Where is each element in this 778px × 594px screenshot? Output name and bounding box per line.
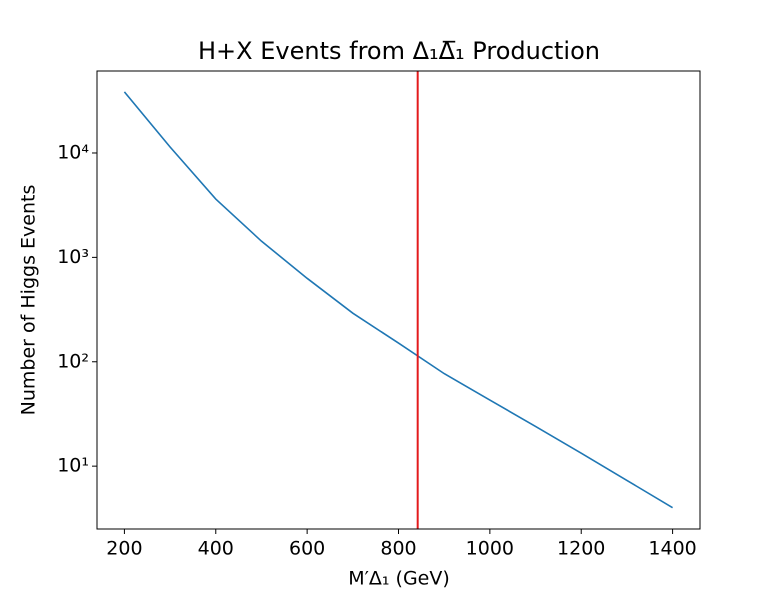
x-tick-label: 200: [106, 538, 142, 560]
data-line: [123, 91, 674, 509]
y-tick-label: 10²: [57, 350, 89, 372]
y-tick-label: 10¹: [57, 455, 89, 477]
y-tick-label: 10³: [57, 246, 89, 268]
chart-title: H+X Events from Δ₁Δ̅₁ Production: [198, 37, 600, 65]
x-tick-label: 1200: [557, 538, 605, 560]
x-axis-label: M′Δ₁ (GeV): [348, 568, 450, 590]
x-tick-label: 400: [198, 538, 234, 560]
y-tick-label: 10⁴: [57, 141, 89, 163]
x-tick-label: 800: [380, 538, 416, 560]
x-tick-label: 1400: [648, 538, 696, 560]
x-tick-label: 1000: [466, 538, 514, 560]
y-axis-label: Number of Higgs Events: [18, 185, 40, 416]
plot-frame: [96, 70, 701, 530]
x-tick-label: 600: [289, 538, 325, 560]
